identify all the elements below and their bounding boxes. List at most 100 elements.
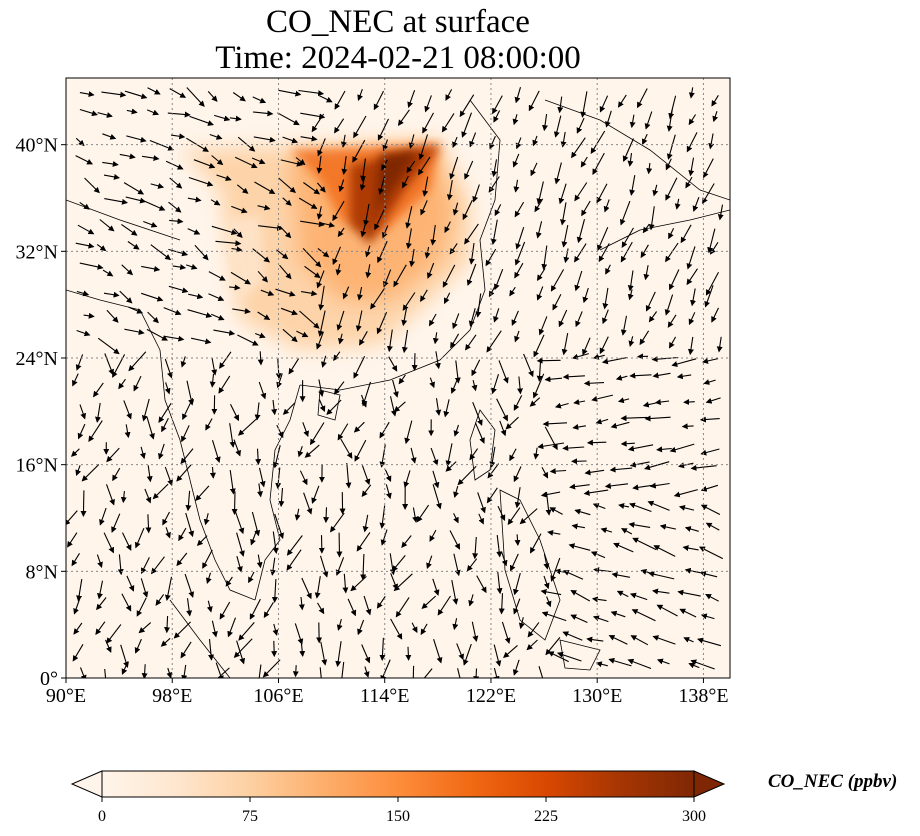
- wind-arrow: [250, 530, 258, 546]
- wind-arrow: [703, 379, 716, 385]
- lat-tick-label: 32°N: [16, 241, 58, 263]
- wind-arrow: [530, 533, 542, 554]
- wind-arrow: [257, 270, 268, 283]
- wind-arrow: [292, 665, 299, 678]
- wind-arrow: [103, 532, 114, 554]
- wind-arrow: [342, 286, 350, 300]
- wind-arrow: [123, 182, 145, 195]
- wind-arrow: [208, 639, 215, 661]
- lat-tick-label: 0°: [40, 668, 58, 690]
- wind-arrow: [545, 596, 552, 608]
- wind-arrow: [554, 402, 569, 409]
- wind-arrow: [401, 535, 412, 548]
- map-title-line2: Time: 2024-02-21 08:00:00: [215, 40, 581, 76]
- wind-arrow: [499, 420, 507, 437]
- wind-arrow: [282, 328, 298, 343]
- wind-arrow: [533, 334, 545, 358]
- wind-arrow: [552, 294, 562, 311]
- wind-arrow: [237, 136, 256, 152]
- wind-arrow: [421, 595, 437, 609]
- wind-arrow: [271, 640, 278, 658]
- wind-arrow: [203, 513, 210, 526]
- wind-arrow: [79, 108, 98, 117]
- wind-arrow: [509, 448, 517, 462]
- wind-arrow: [380, 529, 388, 546]
- wind-arrow: [489, 135, 496, 150]
- wind-arrow: [219, 601, 231, 620]
- wind-arrow: [468, 308, 476, 327]
- wind-arrow: [304, 265, 321, 279]
- wind-arrow: [529, 397, 541, 407]
- wind-arrow: [314, 576, 321, 599]
- wind-arrow: [477, 492, 486, 514]
- wind-arrow: [558, 183, 567, 205]
- wind-arrow: [141, 292, 164, 302]
- wind-arrow: [652, 184, 659, 197]
- wind-arrow: [454, 360, 461, 384]
- wind-arrow: [99, 507, 107, 526]
- wind-arrow: [667, 314, 677, 328]
- wind-arrow: [168, 201, 182, 213]
- wind-arrow: [613, 542, 634, 553]
- wind-arrow: [357, 89, 363, 101]
- wind-arrow: [699, 416, 720, 423]
- wind-arrow: [654, 399, 670, 406]
- wind-arrow: [401, 308, 408, 327]
- wind-arrow: [582, 337, 591, 356]
- wind-arrow: [464, 160, 474, 180]
- wind-arrow: [411, 353, 418, 371]
- wind-arrow: [359, 331, 368, 346]
- wind-arrow: [513, 395, 523, 411]
- wind-arrow: [590, 551, 606, 559]
- wind-arrow: [117, 554, 124, 576]
- wind-arrow: [517, 376, 524, 395]
- wind-arrow: [236, 532, 245, 557]
- colorbar-tick-label: 150: [386, 808, 410, 825]
- wind-arrow: [97, 337, 120, 355]
- wind-arrow: [76, 579, 83, 602]
- wind-arrow: [561, 224, 569, 248]
- wind-arrow: [519, 508, 538, 525]
- wind-arrow: [376, 311, 388, 335]
- wind-arrow: [452, 313, 460, 330]
- wind-arrow: [433, 639, 443, 664]
- wind-arrow: [459, 94, 475, 118]
- wind-arrow: [96, 597, 107, 611]
- wind-arrow: [668, 228, 675, 240]
- wind-arrow: [571, 523, 585, 530]
- wind-arrow: [256, 554, 263, 569]
- wind-arrow: [605, 264, 611, 275]
- wind-arrow: [104, 198, 128, 205]
- wind-arrow: [353, 421, 365, 433]
- wind-arrow: [611, 572, 630, 578]
- wind-arrow: [690, 288, 696, 307]
- wind-arrow: [536, 357, 561, 364]
- wind-arrow: [466, 263, 477, 286]
- wind-arrow: [278, 177, 296, 194]
- wind-arrow: [233, 638, 253, 659]
- wind-arrow: [67, 532, 78, 548]
- wind-arrow: [553, 115, 562, 138]
- wind-arrow: [513, 466, 522, 483]
- wind-arrow: [319, 95, 333, 103]
- wind-arrow: [75, 242, 95, 249]
- wind-arrow: [337, 227, 345, 238]
- wind-arrow: [294, 508, 301, 521]
- wind-arrow: [406, 160, 416, 174]
- wind-arrow: [164, 576, 173, 601]
- wind-arrow: [274, 513, 284, 540]
- wind-arrow: [554, 162, 562, 185]
- wind-arrow: [211, 225, 238, 236]
- wind-arrow: [120, 491, 127, 504]
- wind-arrow: [535, 221, 543, 239]
- wind-arrow: [347, 598, 357, 617]
- wind-arrow: [518, 617, 525, 630]
- wind-arrow: [209, 467, 216, 479]
- wind-arrow: [462, 643, 472, 666]
- wind-arrow: [282, 402, 296, 415]
- wind-arrow: [79, 201, 90, 210]
- wind-arrow: [187, 228, 201, 235]
- wind-arrow: [629, 372, 652, 379]
- wind-arrow: [317, 138, 326, 157]
- wind-arrow: [340, 438, 353, 459]
